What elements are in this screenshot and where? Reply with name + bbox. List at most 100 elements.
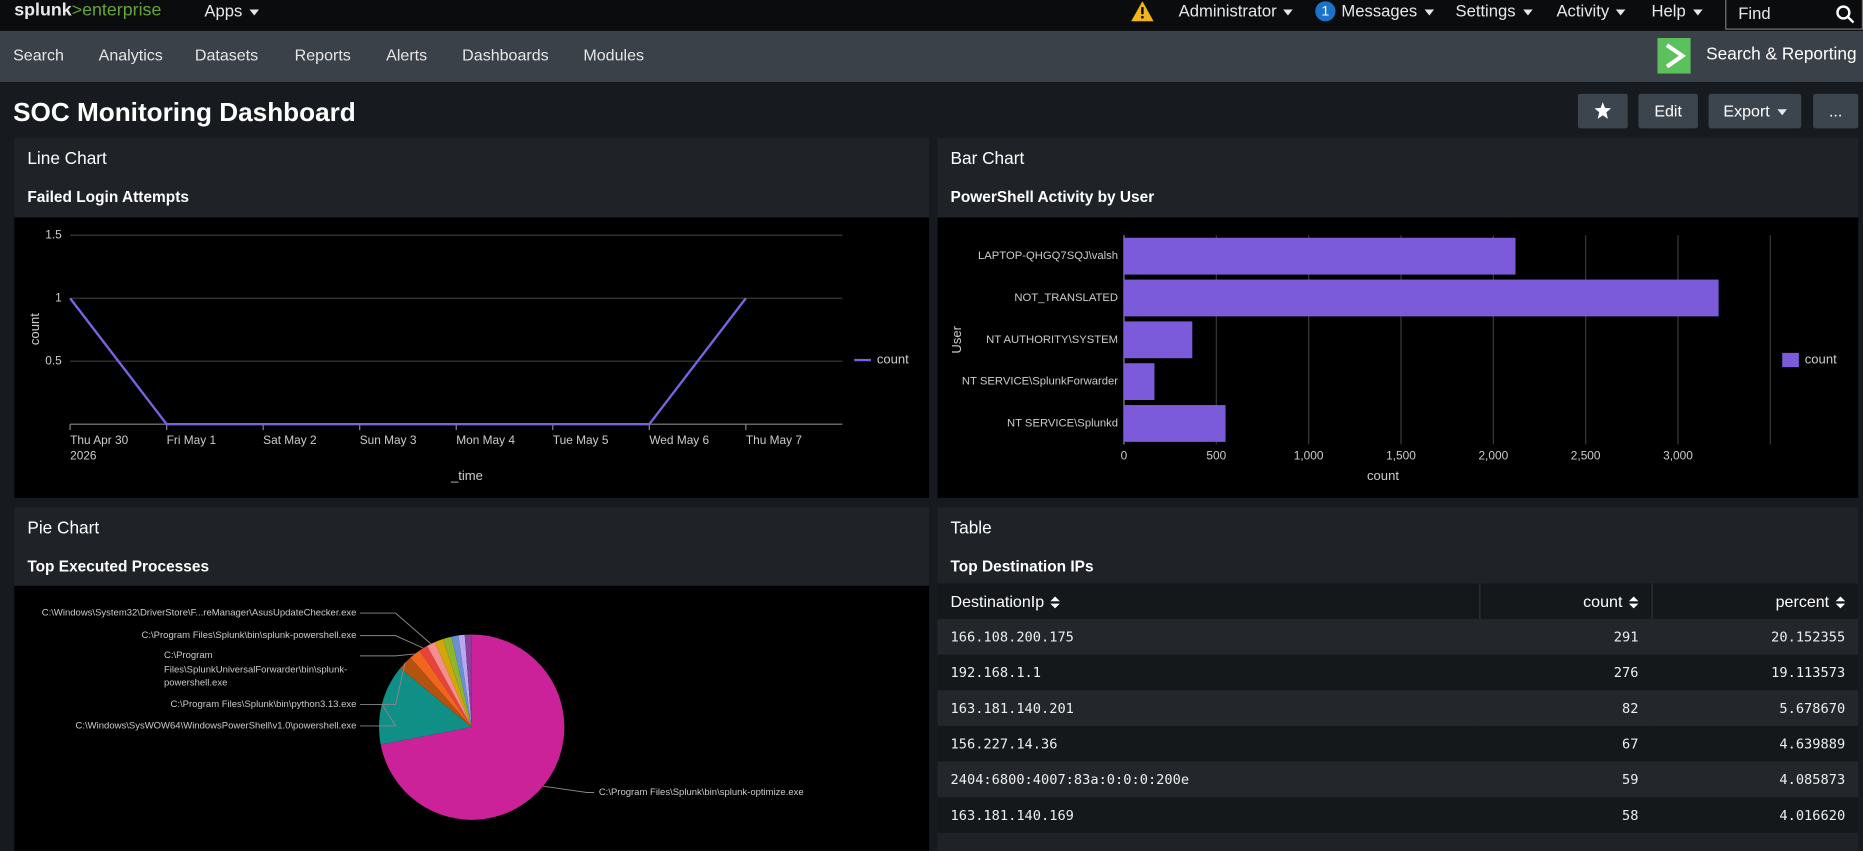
logo[interactable]: splunk>enterprise <box>14 0 161 21</box>
table-cell: 276 <box>1479 654 1652 691</box>
messages-badge: 1 <box>1315 1 1336 22</box>
app-bar: Search Analytics Datasets Reports Alerts Dash… <box>0 30 1863 82</box>
nav-item[interactable]: Reports <box>294 46 351 65</box>
messages-label: Messages <box>1341 1 1418 21</box>
y-tick-label: NT SERVICE\SplunkForwarder <box>962 376 1118 388</box>
activity-menu[interactable]: Activity <box>1556 0 1626 21</box>
pie-slice <box>434 639 472 728</box>
nav-item[interactable]: Search <box>13 46 64 65</box>
table-cell: 58 <box>1479 797 1652 833</box>
pie-slice <box>443 636 472 728</box>
search-icon[interactable] <box>1836 5 1855 24</box>
favorite-button[interactable] <box>1577 93 1628 129</box>
slice-label: C:\Program Files\Splunk\bin\python3.13.e… <box>171 699 357 710</box>
app-name: Search & Reporting <box>1706 45 1857 65</box>
x-tick-label: Wed May 6 <box>649 433 709 447</box>
leader-line <box>543 785 595 793</box>
sort-icon <box>1050 596 1060 609</box>
table-cell: 82 <box>1479 690 1652 726</box>
panel-title: Pie Chart <box>27 519 100 539</box>
nav-item[interactable]: Analytics <box>98 46 163 65</box>
logo-product: >enterprise <box>71 0 162 21</box>
table-row: 166.108.200.175 291 20.152355 <box>937 619 1859 655</box>
x-tick-label: Sat May 2 <box>263 433 316 447</box>
table-cell: 291 <box>1479 619 1652 655</box>
table-cell: 4.639889 <box>1651 725 1859 762</box>
export-button[interactable]: Export <box>1708 93 1802 129</box>
apps-menu[interactable]: Apps <box>204 0 259 21</box>
pie-slice <box>464 634 472 728</box>
line-series <box>69 297 747 426</box>
dashboard-title: SOC Monitoring Dashboard <box>13 97 356 128</box>
column-header[interactable]: percent <box>1651 583 1859 620</box>
column-header[interactable]: count <box>1479 583 1653 620</box>
app-icon <box>1657 38 1691 74</box>
nav-item[interactable]: Datasets <box>194 46 259 65</box>
star-icon <box>1594 102 1612 119</box>
table-cell: 67 <box>1479 725 1652 762</box>
help-menu[interactable]: Help <box>1652 0 1703 21</box>
legend-label: count <box>877 351 909 366</box>
pie-slice <box>410 650 472 728</box>
x-tick-label: 3,000 <box>1663 448 1693 462</box>
pie-chart: C:\Program Files\Splunk\bin\splunk-optim… <box>14 585 930 851</box>
chart-title: Top Executed Processes <box>27 557 210 576</box>
export-label: Export <box>1723 102 1770 121</box>
panel-title: Bar Chart <box>950 149 1025 169</box>
more-button[interactable]: ... <box>1813 93 1859 129</box>
sort-icon <box>1835 596 1845 609</box>
y-tick-label: 0.5 <box>45 353 62 367</box>
x-tick-label: Mon May 4 <box>456 433 515 447</box>
pie-slice <box>400 657 472 728</box>
table-cell: 5.678670 <box>1651 690 1859 726</box>
table-cell: 19.113573 <box>1651 654 1859 691</box>
x-year-label: 2026 <box>70 448 97 462</box>
bar-panel: Bar Chart PowerShell Activity by User 0 5… <box>937 137 1859 498</box>
nav-item[interactable]: Dashboards <box>462 46 549 65</box>
warning-icon[interactable] <box>1131 1 1154 22</box>
pie-slice <box>379 668 472 745</box>
table-row: 2404:6800:4007:83a:0:0:0:200e 59 4.085873 <box>937 761 1859 798</box>
settings-menu[interactable]: Settings <box>1455 0 1533 21</box>
slice-label: C:\Program Files\Splunk\bin\splunk-optim… <box>599 787 804 798</box>
slice-label: C:\Windows\SysWOW64\WindowsPowerShell\v1… <box>76 720 357 731</box>
pie-slice <box>380 634 565 820</box>
edit-button[interactable]: Edit <box>1638 93 1698 129</box>
table-wrap: DestinationIp count percent 166.108.200.175… <box>937 583 1859 833</box>
nav-item[interactable]: Alerts <box>386 46 428 65</box>
leader-line <box>360 612 432 645</box>
y-tick-label: NOT_TRANSLATED <box>1014 292 1118 304</box>
chart-title: Failed Login Attempts <box>27 187 189 206</box>
slice-label: C:\Program Files\Splunk\bin\splunk-power… <box>142 630 357 641</box>
column-header[interactable]: DestinationIp <box>937 583 1480 620</box>
bar <box>1123 237 1516 275</box>
legend-label: count <box>1805 351 1837 366</box>
messages-menu[interactable]: Messages <box>1341 0 1434 21</box>
column-label: DestinationIp <box>950 592 1045 611</box>
x-tick-label: 500 <box>1206 448 1226 462</box>
table-cell: 192.168.1.1 <box>937 654 1480 691</box>
nav-item[interactable]: Modules <box>583 46 645 65</box>
table-title: Top Destination IPs <box>950 557 1094 576</box>
x-tick-label: Thu May 7 <box>746 433 802 447</box>
x-tick-label: 1,500 <box>1386 448 1416 462</box>
leader-line <box>360 653 415 657</box>
find-box[interactable]: Find <box>1725 0 1863 30</box>
x-tick-label: Sun May 3 <box>360 433 417 447</box>
leader-line <box>360 703 397 727</box>
y-tick-label: 1 <box>55 290 62 304</box>
table-cell: 156.227.14.36 <box>937 725 1480 762</box>
bar <box>1123 405 1226 442</box>
user-menu[interactable]: Administrator <box>1179 0 1294 21</box>
y-tick-label: NT SERVICE\Splunkd <box>1007 417 1118 429</box>
table-row: 163.181.140.169 58 4.016620 <box>937 797 1859 833</box>
table-row: 156.227.14.36 67 4.639889 <box>937 725 1859 762</box>
table-cell: 163.181.140.169 <box>937 797 1480 833</box>
table-cell: 2404:6800:4007:83a:0:0:0:200e <box>937 761 1480 798</box>
logo-brand: splunk <box>14 0 72 21</box>
x-axis-title: count <box>1367 468 1399 483</box>
slice-label: C:\Windows\System32\DriverStore\F...reMa… <box>42 608 357 619</box>
bar-chart: 0 500 1,000 1,500 2,000 2,500 3,000 LAPTOP-QHGQ… <box>937 217 1859 498</box>
